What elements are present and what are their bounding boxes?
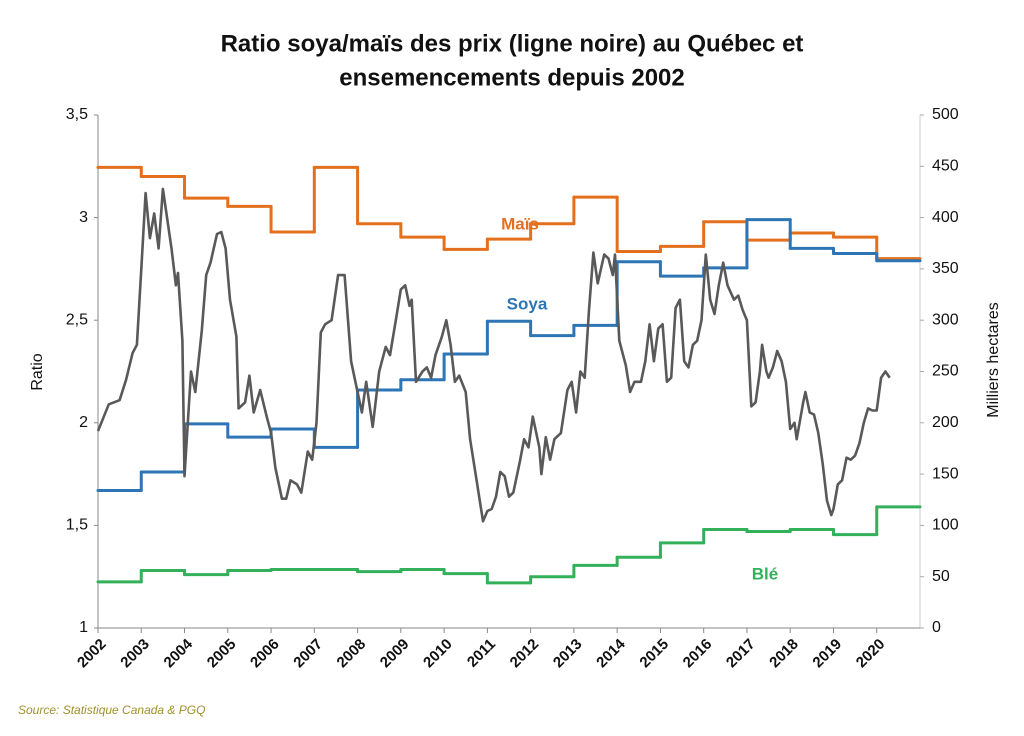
series-label: Blé [752, 564, 778, 583]
x-tick-label: 2017 [723, 636, 759, 672]
chart-title: ensemencements depuis 2002 [339, 64, 685, 91]
x-tick-label: 2015 [636, 636, 672, 672]
x-tick-label: 2004 [161, 635, 197, 671]
y-axis-title: Ratio [29, 353, 46, 390]
series-label: Maïs [501, 214, 539, 233]
y2-tick-label: 400 [932, 209, 959, 226]
chart-title: Ratio soya/maïs des prix (ligne noire) a… [221, 30, 804, 57]
y2-tick-label: 0 [932, 619, 941, 636]
x-tick-label: 2007 [290, 636, 326, 672]
y-tick-label: 3 [79, 209, 88, 226]
x-tick-label: 2010 [420, 636, 456, 672]
y-tick-label: 2,5 [66, 311, 88, 328]
y-tick-label: 1,5 [66, 517, 88, 534]
y2-tick-label: 100 [932, 517, 959, 534]
x-tick-label: 2005 [204, 636, 240, 672]
series-label: Soya [507, 294, 548, 313]
y2-tick-label: 350 [932, 260, 959, 277]
y2-tick-label: 250 [932, 363, 959, 380]
y2-tick-label: 450 [932, 158, 959, 175]
x-tick-label: 2008 [334, 636, 370, 672]
y2-axis-title: Milliers hectares [985, 302, 1002, 418]
x-tick-label: 2011 [464, 636, 499, 671]
x-tick-label: 2018 [766, 636, 802, 672]
y2-tick-label: 500 [932, 106, 959, 123]
y2-tick-label: 200 [932, 414, 959, 431]
y2-tick-label: 300 [932, 311, 959, 328]
x-tick-label: 2014 [593, 635, 629, 671]
x-tick-label: 2016 [680, 636, 716, 672]
y-tick-label: 3,5 [66, 106, 88, 123]
x-tick-label: 2012 [507, 636, 543, 672]
x-tick-label: 2020 [853, 636, 889, 672]
x-tick-label: 2013 [550, 636, 586, 672]
x-tick-label: 2003 [117, 636, 153, 672]
x-tick-label: 2019 [809, 636, 845, 672]
x-tick-label: 2006 [247, 636, 283, 672]
x-tick-label: 2002 [74, 636, 110, 672]
y-tick-label: 2 [79, 414, 88, 431]
x-tick-label: 2009 [377, 636, 413, 672]
source-note: Source: Statistique Canada & PGQ [18, 703, 205, 717]
y2-tick-label: 50 [932, 568, 950, 585]
y-tick-label: 1 [79, 619, 88, 636]
y2-tick-label: 150 [932, 465, 959, 482]
ratio-line [96, 187, 891, 523]
